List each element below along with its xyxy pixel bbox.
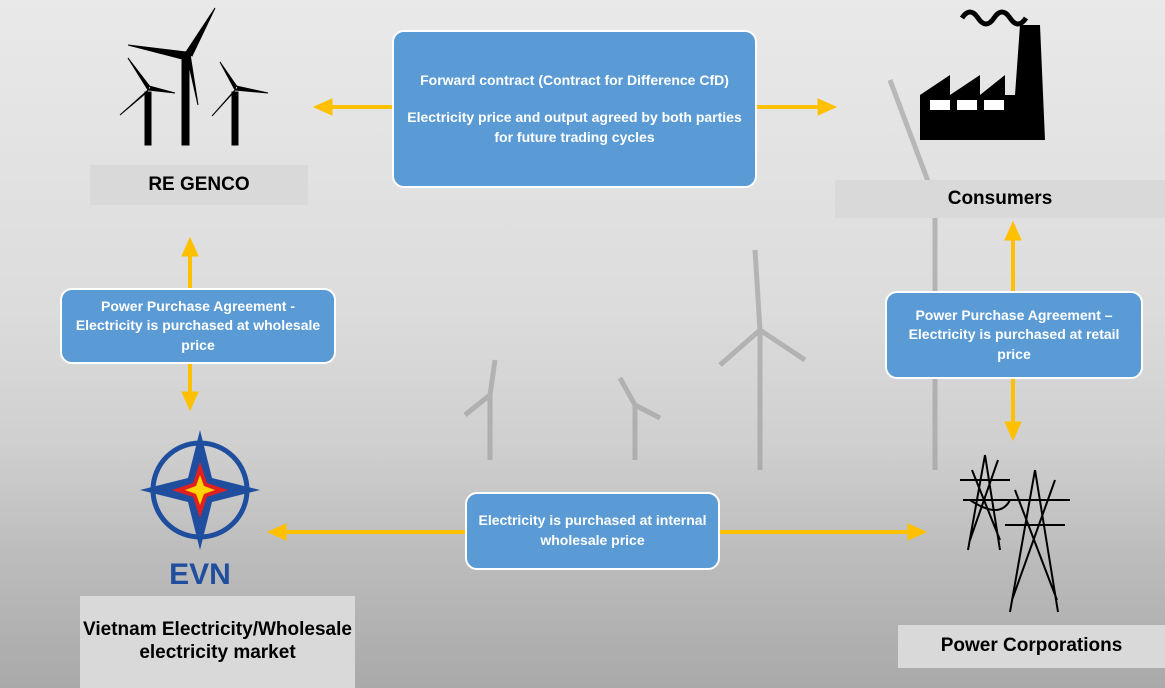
node-label: Power Corporations	[898, 625, 1165, 668]
edge-text: Electricity is purchased at internal who…	[477, 511, 708, 550]
logo-text: EVN	[150, 558, 250, 592]
edge-text: Forward contract (Contract for Differenc…	[420, 71, 729, 91]
node-label: RE GENCO	[90, 165, 308, 205]
node-label: Vietnam Electricity/Wholesale electricit…	[80, 596, 355, 688]
edge-text: Electricity price and output agreed by b…	[404, 108, 745, 147]
node-label: Consumers	[835, 180, 1165, 218]
page: RE GENCO Consumers EVN Vietnam Electrici…	[0, 0, 1165, 688]
evn-logo	[140, 430, 260, 550]
transmission-towers-icon	[960, 455, 1070, 612]
edge-label: Power Purchase Agreement - Electricity i…	[60, 288, 336, 364]
edge-text: Power Purchase Agreement - Electricity i…	[72, 297, 324, 356]
edge-label: Forward contract (Contract for Differenc…	[392, 30, 757, 188]
factory-icon	[920, 12, 1045, 140]
edge-text: Power Purchase Agreement – Electricity i…	[897, 306, 1131, 365]
edge-label: Electricity is purchased at internal who…	[465, 492, 720, 570]
edge-label: Power Purchase Agreement – Electricity i…	[885, 291, 1143, 379]
wind-turbine-icon	[120, 8, 268, 145]
